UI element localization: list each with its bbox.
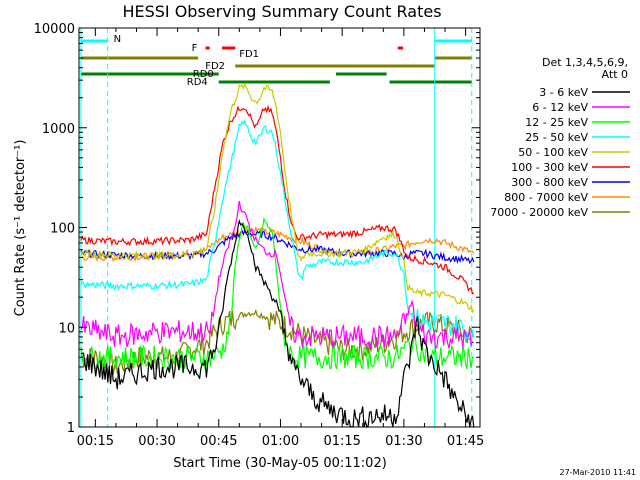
chart-title: HESSI Observing Summary Count Rates <box>122 2 441 21</box>
series-line <box>80 216 474 371</box>
legend-entry-label: 6 - 12 keV <box>532 101 588 114</box>
legend-entry-label: 12 - 25 keV <box>525 116 588 129</box>
x-axis-ticks: 00:15 00:30 00:45 01:00 01:15 01:30 01:45 <box>77 28 484 449</box>
legend-entry-label: 25 - 50 keV <box>525 131 588 144</box>
y-tick-label: 1 <box>67 421 75 436</box>
y-tick-label: 1000 <box>42 122 75 137</box>
status-bar-label-f: F <box>192 43 198 54</box>
status-bar-label-fd2: FD2 <box>205 61 225 72</box>
series-line <box>80 225 475 263</box>
legend-entry-label: 100 - 300 keV <box>511 161 588 174</box>
x-tick-label: 00:45 <box>200 434 237 449</box>
legend-entry-label: 50 - 100 keV <box>518 146 588 159</box>
legend-entry-label: 800 - 7000 keV <box>504 191 588 204</box>
x-tick-label: 01:45 <box>447 434 484 449</box>
legend-header: Det 1,3,4,5,6,9, <box>542 56 628 69</box>
y-tick-label: 10 <box>58 321 75 336</box>
y-axis-ticks: 1 10 100 1000 10000 <box>34 22 480 436</box>
status-bar-label-rd0: RD0 <box>193 69 214 80</box>
legend-entry-label: 3 - 6 keV <box>539 86 588 99</box>
timestamp-label: 27-Mar-2010 11:41 <box>560 468 637 477</box>
status-bar-label-rd4: RD4 <box>187 77 208 88</box>
series-line <box>80 104 475 295</box>
series-lines <box>80 82 475 429</box>
x-tick-label: 00:30 <box>138 434 175 449</box>
legend-entry-label: 300 - 800 keV <box>511 176 588 189</box>
x-tick-label: 01:00 <box>262 434 299 449</box>
vertical-markers <box>80 28 473 427</box>
legend-header: Att 0 <box>602 68 628 81</box>
x-tick-label: 01:30 <box>385 434 422 449</box>
y-tick-label: 100 <box>50 222 75 237</box>
legend: Det 1,3,4,5,6,9,Att 0 3 - 6 keV 6 - 12 keV… <box>490 56 630 219</box>
x-tick-label: 00:15 <box>77 434 114 449</box>
legend-entry-label: 7000 - 20000 keV <box>490 206 588 219</box>
y-tick-label: 10000 <box>34 22 75 37</box>
series-line <box>80 82 475 314</box>
status-bar-label-fd1: FD1 <box>239 49 259 60</box>
series-line <box>80 218 475 429</box>
y-axis-label: Count Rate (s⁻¹ detector⁻¹) <box>13 140 28 317</box>
status-bar-label-n: N <box>114 34 121 45</box>
series-line <box>80 200 475 351</box>
x-axis-label: Start Time (30-May-05 00:11:02) <box>173 456 387 471</box>
x-tick-label: 01:15 <box>323 434 360 449</box>
